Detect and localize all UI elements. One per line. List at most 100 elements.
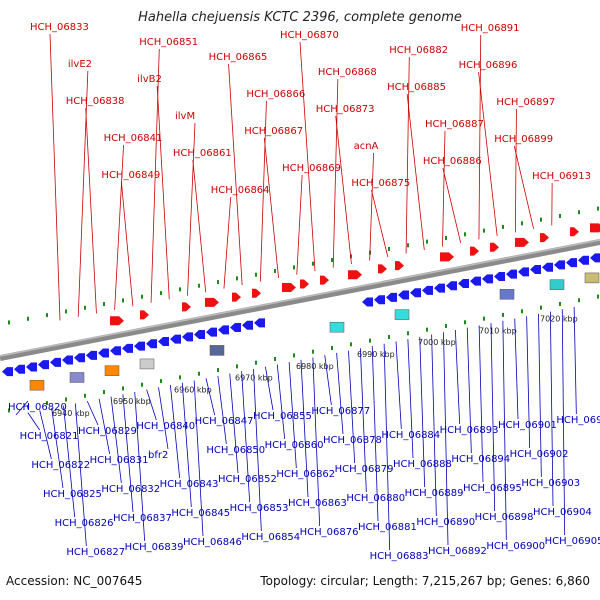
forward-gene-arrow: [252, 288, 261, 298]
tick-mark-lower: [407, 331, 409, 336]
top-gene-leader: [263, 137, 279, 279]
tick-mark-upper: [464, 232, 466, 237]
reverse-gene-arrow: [590, 253, 600, 263]
tick-mark-lower: [8, 408, 10, 413]
top-gene-label: HCH_06899: [494, 134, 553, 145]
forward-gene-arrow: [348, 270, 362, 280]
reverse-gene-arrow: [398, 290, 409, 300]
bottom-gene-leader: [538, 313, 542, 478]
forward-gene-arrow: [515, 237, 529, 247]
top-gene-leader: [371, 189, 389, 258]
tick-mark-lower: [559, 301, 561, 306]
bottom-gene-label: HCH_06892: [428, 546, 487, 557]
bottom-gene-label: HCH_06901: [498, 420, 557, 431]
chromosome-track-highlight: [0, 239, 600, 357]
bottom-gene-label: HCH_06898: [475, 512, 534, 523]
bottom-gene-leader: [502, 320, 507, 541]
bottom-gene-label: HCH_06852: [218, 474, 277, 485]
reverse-gene-arrow: [242, 320, 253, 330]
top-gene-label: HCH_06873: [316, 104, 375, 115]
forward-gene-arrow: [182, 302, 191, 312]
bottom-gene-leader: [478, 325, 484, 483]
bottom-gene-leader: [526, 316, 531, 449]
reverse-gene-arrow: [434, 283, 445, 293]
purple-feature-box: [209, 345, 225, 356]
tick-mark-upper: [179, 287, 181, 292]
top-gene-leader: [192, 159, 207, 293]
tick-mark-lower: [141, 382, 143, 387]
reverse-gene-arrow: [362, 297, 373, 307]
bottom-gene-label: HCH_06884: [381, 430, 440, 441]
bottom-gene-leader: [15, 400, 29, 416]
top-gene-leader: [406, 93, 425, 251]
bottom-gene-leader: [466, 327, 472, 454]
reverse-gene-arrow: [182, 332, 193, 342]
tick-mark-lower: [369, 338, 371, 343]
forward-gene-arrow: [232, 292, 241, 302]
forward-gene-arrow: [470, 246, 479, 256]
tick-mark-lower: [578, 298, 580, 303]
bottom-gene-label: HCH_06826: [55, 518, 114, 529]
bottom-gene-leader: [348, 350, 356, 464]
cyan-feature-box: [329, 321, 345, 333]
tick-mark-lower: [350, 342, 352, 347]
tick-mark-lower: [426, 327, 428, 332]
top-gene-label: ilvM: [175, 111, 195, 122]
genome-summary-text: Topology: circular; Length: 7,215,267 bp…: [260, 574, 590, 588]
bottom-gene-leader: [63, 405, 76, 518]
bottom-gene-label: HCH_06840: [136, 421, 195, 432]
scale-label: 6960 kbp: [174, 385, 212, 394]
bottom-gene-label: HCH_06907: [556, 415, 600, 426]
top-gene-leader: [369, 152, 374, 261]
tick-mark-upper: [483, 228, 485, 233]
bottom-gene-label: HCH_06853: [230, 503, 289, 514]
bottom-gene-leader: [110, 396, 122, 484]
forward-gene-arrow: [490, 242, 499, 252]
top-gene-label: HCH_06865: [209, 52, 268, 63]
tick-mark-upper: [255, 272, 257, 277]
bottom-gene-label: HCH_06839: [125, 542, 184, 553]
tick-mark-upper: [198, 283, 200, 288]
forward-gene-arrow: [320, 275, 329, 285]
tick-mark-lower: [331, 346, 333, 351]
tick-mark-lower: [274, 357, 276, 362]
bottom-gene-label: HCH_06880: [346, 493, 405, 504]
reverse-gene-arrow: [134, 341, 145, 351]
bottom-gene-leader: [51, 407, 64, 489]
bottom-gene-leader: [443, 332, 449, 546]
tick-mark-lower: [445, 323, 447, 328]
bottom-gene-label: HCH_06854: [241, 532, 300, 543]
top-gene-leader: [442, 130, 446, 247]
bottom-gene-label: HCH_06846: [183, 537, 242, 548]
bottom-gene-label: HCH_06829: [78, 426, 137, 437]
forward-gene-arrow: [282, 282, 296, 292]
tick-mark-lower: [483, 316, 485, 321]
bottom-gene-leader: [324, 355, 332, 406]
bottom-gene-label: HCH_06902: [510, 449, 569, 460]
bottom-gene-leader: [122, 394, 134, 513]
bottom-gene-leader: [407, 339, 414, 459]
top-gene-leader: [259, 100, 267, 282]
cyan-feature-box: [549, 279, 565, 290]
bottom-gene-leader: [158, 387, 169, 450]
top-gene-leader: [478, 34, 482, 240]
reverse-gene-arrow: [146, 339, 157, 349]
tick-mark-upper: [65, 309, 67, 314]
bottom-gene-label: HCH_06878: [323, 435, 382, 446]
reverse-gene-arrow: [530, 265, 541, 275]
forward-gene-arrow: [378, 264, 387, 274]
reverse-gene-arrow: [254, 318, 265, 328]
forward-gene-arrow: [110, 316, 124, 326]
top-gene-leader: [296, 174, 303, 275]
top-gene-leader: [299, 41, 316, 272]
tick-mark-upper: [502, 224, 504, 229]
top-gene-label: HCH_06861: [173, 148, 232, 159]
reverse-gene-arrow: [386, 292, 397, 302]
scale-label: 7020 kbp: [540, 315, 578, 324]
bottom-gene-label: HCH_06845: [171, 508, 230, 519]
reverse-gene-arrow: [194, 329, 205, 339]
top-gene-label: HCH_06913: [532, 171, 591, 182]
bottom-gene-label: HCH_06863: [288, 498, 347, 509]
forward-gene-arrow: [540, 233, 549, 243]
